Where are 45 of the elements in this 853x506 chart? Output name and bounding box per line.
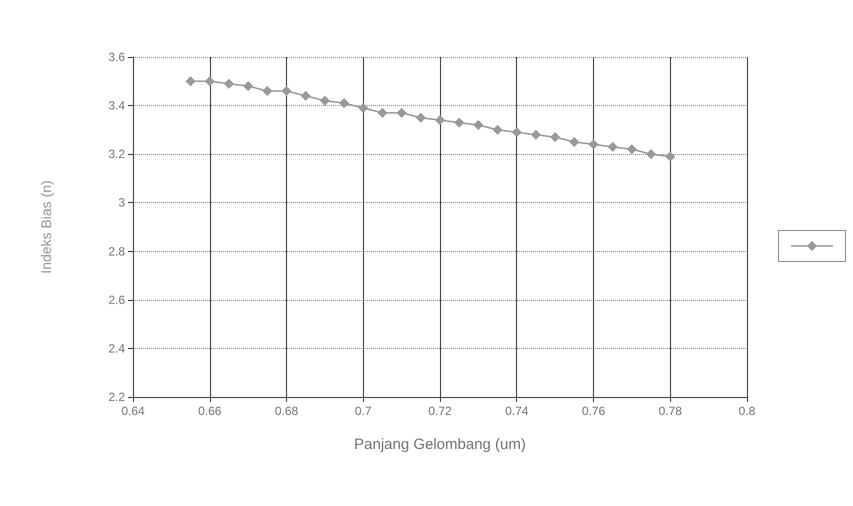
x-tick-label: 0.7 <box>354 404 372 418</box>
point <box>320 96 330 106</box>
x-tick-label: 0.74 <box>505 404 529 418</box>
point <box>282 86 292 96</box>
x-tick-label: 0.76 <box>582 404 606 418</box>
point <box>492 124 503 135</box>
point <box>530 130 541 140</box>
point <box>435 115 445 126</box>
point <box>243 81 254 92</box>
y-tick-label: 3.6 <box>108 50 126 64</box>
x-tick-label: 0.68 <box>274 404 298 418</box>
point <box>608 142 618 152</box>
point <box>416 112 426 123</box>
point <box>396 108 407 118</box>
y-tick-label: 3 <box>118 196 126 210</box>
x-tick-label: 0.8 <box>738 404 756 418</box>
x-axis-title: Panjang Gelombang (um) <box>354 436 526 453</box>
point <box>588 139 598 150</box>
point <box>512 127 522 138</box>
y-tick-label: 3.2 <box>108 147 126 162</box>
point <box>569 137 580 147</box>
point <box>224 78 234 89</box>
point <box>665 152 676 162</box>
point <box>204 76 215 86</box>
y-tick-label: 3.4 <box>108 98 126 113</box>
x-tick-label: 0.66 <box>198 404 222 418</box>
y-tick-label: 2.6 <box>108 292 126 307</box>
point <box>473 120 484 130</box>
point <box>646 149 656 160</box>
point <box>550 132 560 142</box>
x-tick-label: 0.78 <box>658 404 682 418</box>
point <box>626 144 637 154</box>
point <box>454 118 464 128</box>
x-tick-label: 0.72 <box>428 404 452 418</box>
point <box>262 86 272 96</box>
x-tick-label: 0.64 <box>121 404 145 418</box>
point <box>358 103 368 113</box>
point <box>300 90 311 101</box>
point <box>186 76 196 86</box>
y-tick-label: 2.4 <box>108 341 126 356</box>
point <box>377 108 388 118</box>
y-tick-label: 2.2 <box>108 390 126 404</box>
y-axis-title: Indeks Bias (n) <box>38 180 54 274</box>
y-tick-label: 2.8 <box>108 244 126 258</box>
point <box>339 98 350 108</box>
